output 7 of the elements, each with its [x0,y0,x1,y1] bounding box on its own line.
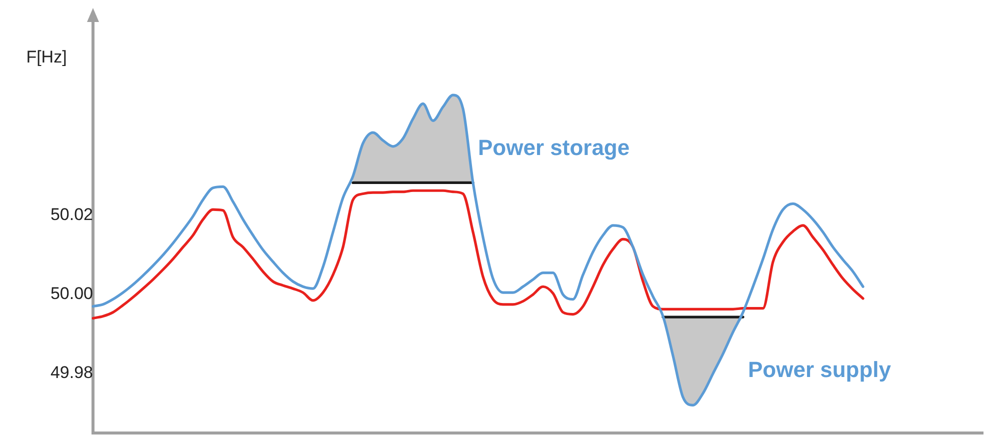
y-axis-title: F[Hz] [26,48,67,67]
y-tick-label: 50.00 [50,284,94,304]
y-tick-label: 50.02 [50,205,94,224]
annotation: Power storage [478,134,630,160]
y-tick-label: 49.98 [50,363,94,382]
line-series [92,189,864,320]
annotation: Power supply [748,357,892,382]
